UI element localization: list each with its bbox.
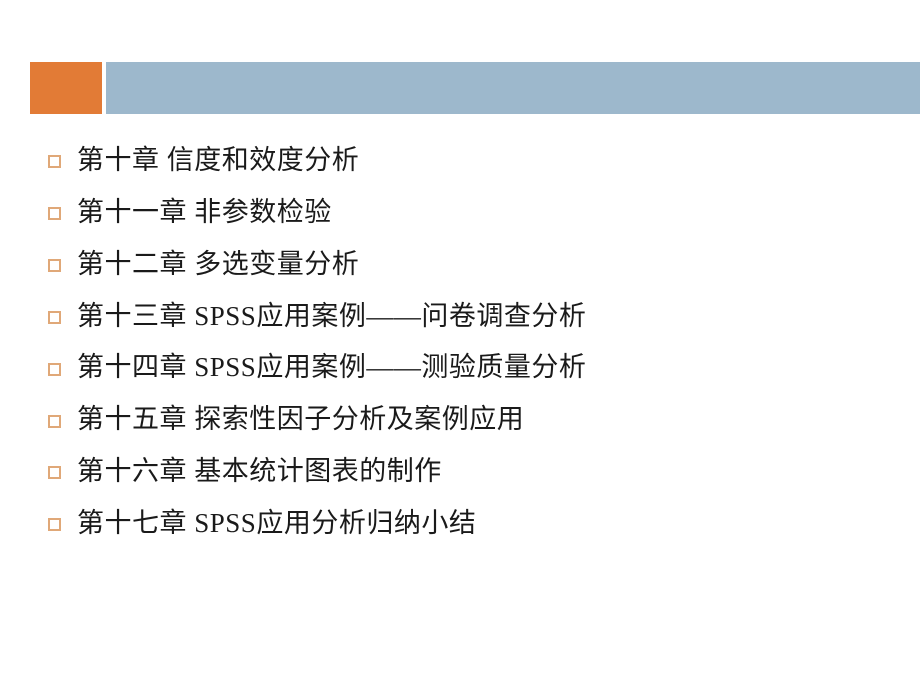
list-item: 第十二章 多选变量分析 xyxy=(48,244,880,286)
list-item: 第十三章 SPSS应用案例——问卷调查分析 xyxy=(48,296,880,338)
list-item-label: 第十五章 探索性因子分析及案例应用 xyxy=(77,399,524,441)
square-bullet-icon xyxy=(48,466,61,479)
slide: 第十章 信度和效度分析 第十一章 非参数检验 第十二章 多选变量分析 第十三章 … xyxy=(0,0,920,690)
square-bullet-icon xyxy=(48,259,61,272)
square-bullet-icon xyxy=(48,207,61,220)
square-bullet-icon xyxy=(48,363,61,376)
list-item-label: 第十章 信度和效度分析 xyxy=(77,140,359,182)
list-item-label: 第十七章 SPSS应用分析归纳小结 xyxy=(77,503,476,545)
header-bar xyxy=(0,62,920,114)
list-item: 第十七章 SPSS应用分析归纳小结 xyxy=(48,503,880,545)
square-bullet-icon xyxy=(48,311,61,324)
square-bullet-icon xyxy=(48,518,61,531)
list-item-label: 第十六章 基本统计图表的制作 xyxy=(77,451,442,493)
list-item: 第十章 信度和效度分析 xyxy=(48,140,880,182)
list-item-label: 第十四章 SPSS应用案例——测验质量分析 xyxy=(77,347,586,389)
list-item: 第十六章 基本统计图表的制作 xyxy=(48,451,880,493)
content-list: 第十章 信度和效度分析 第十一章 非参数检验 第十二章 多选变量分析 第十三章 … xyxy=(48,140,880,555)
list-item-label: 第十一章 非参数检验 xyxy=(77,192,332,234)
header-accent-block xyxy=(30,62,102,114)
square-bullet-icon xyxy=(48,415,61,428)
square-bullet-icon xyxy=(48,155,61,168)
list-item: 第十五章 探索性因子分析及案例应用 xyxy=(48,399,880,441)
list-item: 第十一章 非参数检验 xyxy=(48,192,880,234)
list-item: 第十四章 SPSS应用案例——测验质量分析 xyxy=(48,347,880,389)
list-item-label: 第十二章 多选变量分析 xyxy=(77,244,359,286)
header-main-block xyxy=(106,62,920,114)
list-item-label: 第十三章 SPSS应用案例——问卷调查分析 xyxy=(77,296,586,338)
